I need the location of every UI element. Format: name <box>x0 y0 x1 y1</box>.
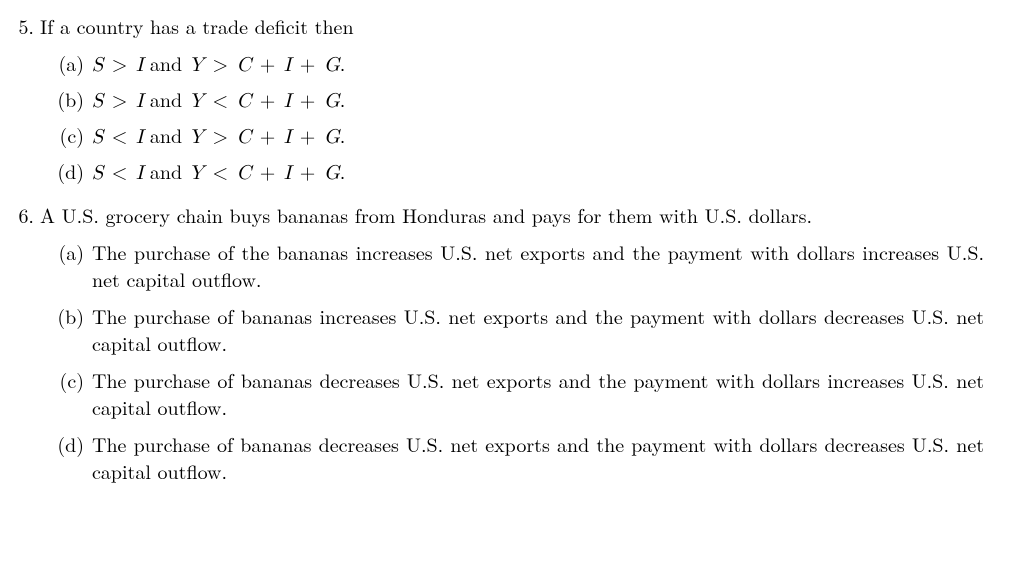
question-5-option-a: (a) S > I and Y > C + I + G. <box>0 49 984 79</box>
question-5: 5. If a country has a trade deficit then… <box>0 12 984 187</box>
option-label: (c) <box>0 121 92 148</box>
question-6-stem: A U.S. grocery chain buys bananas from H… <box>40 201 984 228</box>
question-6-option-c: (c) The purchase of bananas decreases U.… <box>0 366 984 420</box>
question-5-stem: If a country has a trade deficit then <box>40 12 984 39</box>
option-text: The purchase of bananas decreases U.S. n… <box>92 430 984 484</box>
option-text: S < I and Y > C + I + G. <box>92 121 984 151</box>
option-label: (b) <box>0 85 92 112</box>
option-text: The purchase of bananas decreases U.S. n… <box>92 366 984 420</box>
question-6-option-a: (a) The purchase of the bananas increase… <box>0 238 984 292</box>
question-5-option-b: (b) S > I and Y < C + I + G. <box>0 85 984 115</box>
question-5-number: 5. <box>0 12 40 39</box>
question-6: 6. A U.S. grocery chain buys bananas fro… <box>0 201 984 484</box>
option-text: The purchase of the bananas increases U.… <box>92 238 984 292</box>
question-6-options: (a) The purchase of the bananas increase… <box>0 238 984 484</box>
question-5-header: 5. If a country has a trade deficit then <box>0 12 984 39</box>
question-5-options: (a) S > I and Y > C + I + G. (b) S > I a… <box>0 49 984 187</box>
option-label: (d) <box>0 430 92 457</box>
option-label: (a) <box>0 49 92 76</box>
question-6-number: 6. <box>0 201 40 228</box>
option-label: (b) <box>0 302 92 329</box>
option-label: (c) <box>0 366 92 393</box>
question-6-option-b: (b) The purchase of bananas increases U.… <box>0 302 984 356</box>
option-text: S > I and Y < C + I + G. <box>92 85 984 115</box>
question-6-header: 6. A U.S. grocery chain buys bananas fro… <box>0 201 984 228</box>
option-label: (d) <box>0 157 92 184</box>
question-5-option-c: (c) S < I and Y > C + I + G. <box>0 121 984 151</box>
option-text: S < I and Y < C + I + G. <box>92 157 984 187</box>
question-5-option-d: (d) S < I and Y < C + I + G. <box>0 157 984 187</box>
exam-page: 5. If a country has a trade deficit then… <box>0 0 1010 565</box>
option-text: S > I and Y > C + I + G. <box>92 49 984 79</box>
question-6-option-d: (d) The purchase of bananas decreases U.… <box>0 430 984 484</box>
option-text: The purchase of bananas increases U.S. n… <box>92 302 984 356</box>
option-label: (a) <box>0 238 92 265</box>
